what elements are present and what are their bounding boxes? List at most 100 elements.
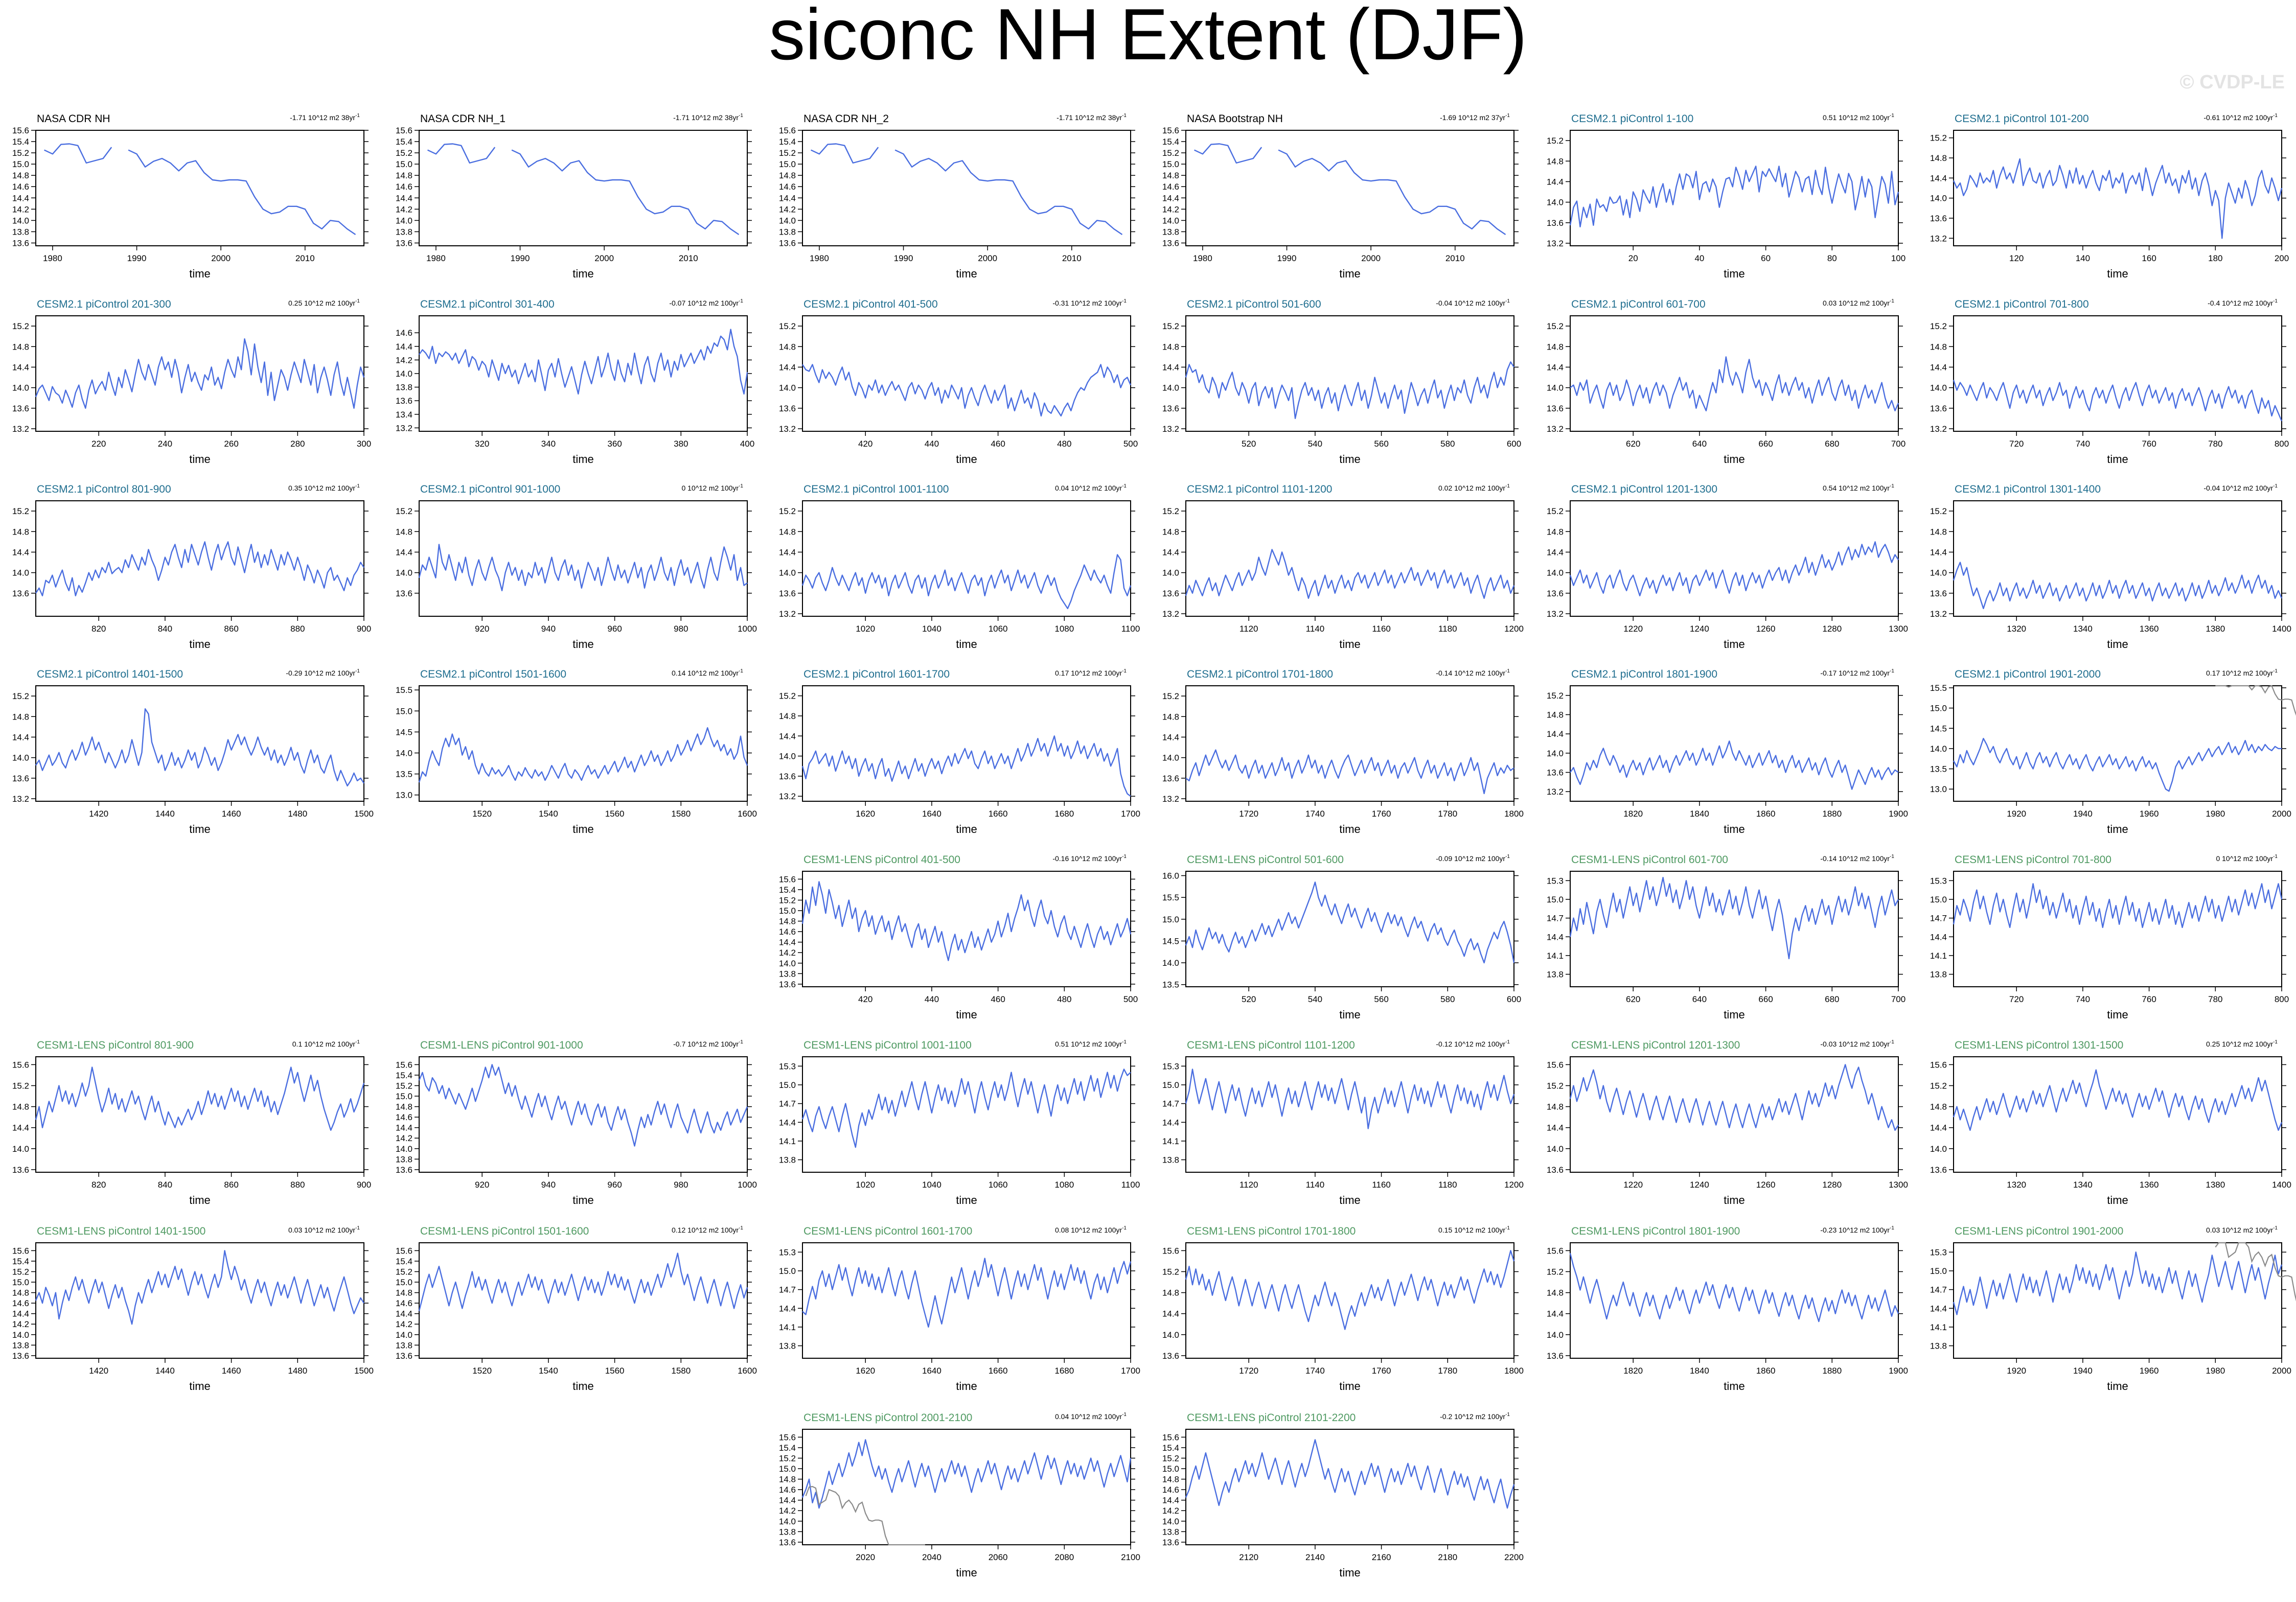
x-tick-label: 480: [1057, 439, 1071, 449]
watermark: © CVDP-LE: [2179, 72, 2285, 93]
plot-frame: [419, 500, 748, 617]
plot-frame: [802, 315, 1131, 432]
panel-title: CESM2.1 piControl 201-300: [37, 298, 171, 310]
x-axis-label: time: [1724, 267, 1745, 280]
plot-frame: [802, 500, 1131, 617]
y-tick-label: 14.4: [396, 547, 412, 557]
y-tick-label: 14.4: [1162, 193, 1179, 203]
y-tick-label: 15.2: [1547, 136, 1564, 146]
y-tick-label: 15.4: [1162, 1443, 1179, 1453]
y-tick-label: 13.6: [779, 404, 796, 413]
series-line: [418, 544, 748, 592]
y-tick-label: 14.8: [1547, 342, 1564, 352]
plot-frame: [1953, 315, 2282, 432]
y-tick-label: 14.8: [12, 527, 29, 537]
series-line: [43, 143, 112, 164]
series-line: [1185, 1439, 1515, 1509]
chart-panel-8: CESM2.1 piControl 301-400 -0.07 10^12 m2 …: [396, 298, 754, 466]
chart-panel-2: NASA CDR NH_1 -1.71 10^12 m2 38yr-1 13.613…: [396, 113, 752, 280]
y-tick-label: 14.6: [396, 182, 412, 192]
x-tick-label: 1990: [511, 253, 530, 263]
y-tick-label: 13.2: [1930, 234, 1947, 243]
y-tick-label: 15.6: [396, 126, 412, 135]
y-tick-label: 14.4: [12, 193, 29, 203]
y-tick-label: 14.2: [1162, 1506, 1179, 1516]
x-tick-label: 300: [357, 439, 371, 449]
x-tick-label: 180: [2208, 253, 2222, 263]
x-axis-label: time: [189, 638, 211, 651]
y-tick-label: 15.2: [779, 506, 796, 516]
panel-title: CESM2.1 piControl 801-900: [37, 483, 171, 495]
panel-title: CESM2.1 piControl 1101-1200: [1187, 483, 1332, 495]
x-tick-label: 500: [1123, 439, 1138, 449]
x-tick-label: 2000: [978, 253, 997, 263]
y-tick-label: 14.0: [779, 383, 796, 393]
y-tick-label: 14.4: [779, 362, 796, 372]
trend-label: 0.25 10^12 m2 100yr-1: [288, 298, 360, 307]
x-axis-label: time: [189, 267, 211, 280]
x-tick-label: 2140: [1305, 1552, 1325, 1562]
plot-frame: [1570, 315, 1899, 432]
chart-panel-14: CESM2.1 piControl 901-1000 0 10^12 m2 100…: [396, 483, 757, 651]
x-tick-label: 160: [2142, 253, 2156, 263]
x-tick-label: 20: [1628, 253, 1638, 263]
y-tick-label: 13.8: [396, 383, 412, 392]
x-tick-label: 2010: [1445, 253, 1465, 263]
x-tick-label: 640: [1692, 439, 1707, 449]
y-tick-label: 14.8: [1930, 342, 1947, 352]
y-tick-label: 14.4: [396, 342, 412, 352]
x-axis-label: time: [2107, 453, 2128, 466]
chart-panel-10: CESM2.1 piControl 501-600 -0.04 10^12 m2 …: [1162, 298, 1521, 466]
x-tick-label: 240: [158, 439, 172, 449]
y-tick-label: 13.6: [12, 404, 29, 413]
y-tick-label: 14.4: [1930, 362, 1947, 372]
y-tick-label: 14.4: [1162, 362, 1179, 372]
x-tick-label: 580: [1440, 439, 1455, 449]
y-tick-label: 14.8: [1547, 156, 1564, 166]
x-tick-label: 360: [607, 439, 622, 449]
x-tick-label: 100: [1891, 253, 1905, 263]
panel-title: NASA CDR NH_2: [803, 113, 889, 125]
trend-label: -0.2 10^12 m2 100yr-1: [1440, 1412, 1510, 1421]
x-tick-label: 540: [1308, 439, 1322, 449]
x-tick-label: 2010: [679, 253, 698, 263]
x-axis-label: time: [956, 638, 977, 651]
y-tick-label: 13.8: [396, 227, 412, 237]
x-tick-label: 1980: [810, 253, 829, 263]
x-tick-label: 2000: [211, 253, 231, 263]
plot-frame: [1570, 130, 1899, 246]
panel-title: CESM2.1 piControl 601-700: [1571, 298, 1706, 310]
panel-title: NASA Bootstrap NH: [1187, 113, 1283, 125]
x-tick-label: 760: [2142, 439, 2156, 449]
x-tick-label: 1000: [738, 624, 757, 634]
x-tick-label: 1990: [1277, 253, 1297, 263]
y-tick-label: 14.4: [1547, 362, 1564, 372]
y-tick-label: 15.2: [1162, 1454, 1179, 1464]
series-line: [1278, 149, 1506, 235]
chart-panel-15: CESM2.1 piControl 1001-1100 0.04 10^12 m2…: [779, 483, 1140, 651]
y-tick-label: 13.2: [779, 424, 796, 434]
y-tick-label: 14.0: [396, 369, 412, 379]
y-tick-label: 15.2: [12, 321, 29, 331]
trend-label: -0.61 10^12 m2 100yr-1: [2203, 113, 2278, 122]
y-tick-label: 13.6: [1930, 404, 1947, 413]
x-tick-label: 720: [2009, 439, 2024, 449]
y-tick-label: 13.6: [779, 238, 796, 248]
x-tick-label: 960: [607, 624, 622, 634]
y-tick-label: 15.2: [1162, 148, 1179, 158]
x-tick-label: 2120: [1239, 1552, 1258, 1562]
y-tick-label: 14.6: [779, 182, 796, 192]
y-tick-label: 13.6: [1547, 218, 1564, 228]
x-tick-label: 660: [1758, 439, 1773, 449]
y-tick-label: 14.2: [779, 204, 796, 214]
y-tick-label: 14.8: [396, 527, 412, 537]
y-tick-label: 15.6: [1162, 126, 1179, 135]
x-axis-label: time: [1724, 453, 1745, 466]
x-axis-label: time: [956, 267, 977, 280]
trend-label: 0 10^12 m2 100yr-1: [681, 483, 743, 492]
